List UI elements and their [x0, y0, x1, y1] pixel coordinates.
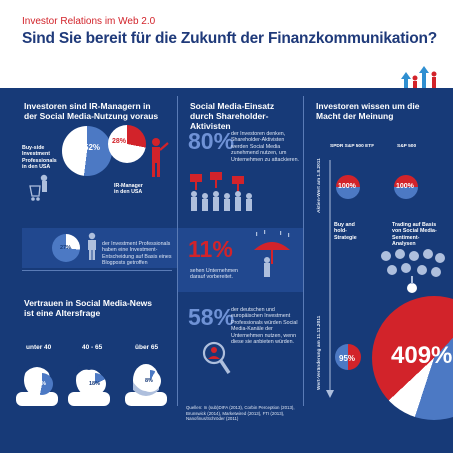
top-right-circle [394, 175, 418, 199]
blog-band [22, 228, 177, 268]
buyside-pct: 52% [84, 143, 101, 152]
page-title: Sind Sie bereit für die Zukunft der Fina… [22, 30, 438, 47]
age-label-2: 40 - 65 [82, 344, 103, 351]
buyside-label: Buy-side Investment Professionals in den… [22, 145, 57, 171]
stat-58-pct: 58% [188, 304, 235, 330]
stat-80-pct: 80% [188, 128, 235, 154]
age-pct-3: 8% [145, 378, 153, 384]
top-left-circle [336, 175, 360, 199]
blog-pie [52, 234, 80, 262]
section-ir-title: Investoren sind IR-Managern in der Socia… [24, 101, 159, 121]
section-activists-title: Social Media-Einsatz durch Shareholder-A… [190, 101, 275, 131]
stat-11-pct: 11% [188, 236, 233, 262]
col1-label: SPDR S&P 500 ETF [330, 144, 375, 149]
divider-right [303, 96, 304, 406]
stat-11-band [178, 228, 303, 292]
blogger-icon [88, 232, 96, 260]
section-age-title: Vertrauen in Social Media-News ist eine … [24, 298, 153, 318]
axis-bottom-label: Wert-Veränderung am 11.11.2011 [317, 315, 322, 390]
irmanager-pct: 28% [112, 138, 127, 145]
age-pie-1 [31, 373, 53, 395]
magnifier-person-icon [202, 341, 231, 374]
top-left-pct: 100% [338, 183, 356, 190]
bottom-right-pct: 409% [391, 342, 453, 369]
blog-text: der Investment Professionals haben eine … [102, 241, 172, 267]
protest-crowd-icon [190, 172, 252, 211]
bottom-left-pct: 95% [339, 354, 356, 363]
strategy-right: Trading auf Basis von Social Media-Senti… [392, 222, 437, 248]
age-pie-2 [84, 373, 106, 395]
top-right-pct: 100% [396, 183, 414, 190]
strategy-left: Buy and hold-Strategie [334, 222, 357, 241]
shopping-cart-icon [29, 174, 48, 201]
divider-left [177, 96, 178, 406]
blog-pct: 27% [60, 245, 72, 251]
stat-58-text: der deutschen und europäischen Investmen… [231, 307, 298, 346]
irmanager-label: IR-Manager in den USA [114, 183, 143, 196]
age-pct-1: 53% [35, 381, 47, 387]
divider-left-horizontal [22, 270, 172, 271]
umbrella-icon [254, 230, 290, 277]
axis-top-label: Aktien-Wert am 1.8.2011 [317, 158, 322, 213]
sources-text: Quellen: In (sub)DIFA (2013), Corbin Per… [186, 405, 295, 422]
header: Investor Relations im Web 2.0 Sind Sie b… [0, 0, 453, 100]
age-pie-3 [139, 370, 161, 392]
buyside-pie [62, 126, 112, 176]
section-opinion-title: Investoren wissen um die Macht der Meinu… [316, 101, 420, 121]
stat-80-text: der Investoren denken, Shareholder-Aktiv… [231, 131, 300, 163]
col2-label: S&P 500 [397, 144, 417, 149]
social-media-icons [381, 249, 445, 293]
age-pct-2: 18% [89, 381, 101, 387]
age-label-3: über 65 [135, 344, 159, 351]
age-label-1: unter 40 [26, 344, 52, 351]
stat-11-text: sehen Unternehmen darauf vorbereitet. [190, 268, 238, 281]
ir-manager-icon [152, 138, 169, 177]
timeline-axis [326, 160, 334, 398]
kicker-text: Investor Relations im Web 2.0 [22, 16, 156, 27]
irmanager-pie [108, 125, 146, 163]
bottom-left-circle [335, 344, 361, 370]
